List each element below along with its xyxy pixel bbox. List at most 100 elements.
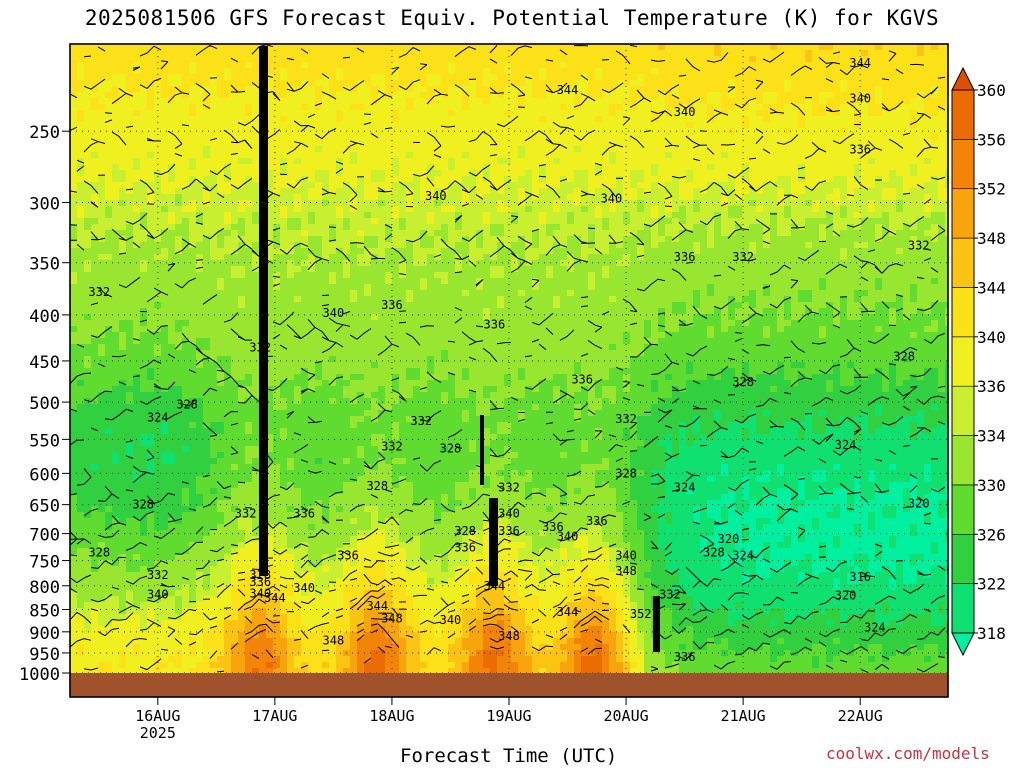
field-cell <box>266 380 274 387</box>
field-cell <box>301 404 309 411</box>
field-cell <box>175 362 183 369</box>
field-cell <box>350 476 358 483</box>
field-cell <box>399 278 407 285</box>
field-cell <box>210 602 218 609</box>
field-cell <box>210 266 218 273</box>
field-cell <box>175 620 183 627</box>
field-cell <box>112 440 120 447</box>
field-cell <box>119 572 127 579</box>
field-cell <box>245 626 253 633</box>
field-cell <box>245 500 253 507</box>
field-cell <box>147 278 155 285</box>
field-cell <box>329 122 337 129</box>
field-cell <box>364 446 372 453</box>
field-cell <box>154 242 162 249</box>
field-cell <box>77 80 85 87</box>
field-cell <box>91 44 99 51</box>
field-cell <box>210 158 218 165</box>
field-cell <box>133 92 141 99</box>
field-cell <box>245 608 253 615</box>
field-cell <box>140 380 148 387</box>
field-cell <box>126 44 134 51</box>
field-cell <box>161 128 169 135</box>
field-cell <box>84 566 92 573</box>
field-cell <box>147 212 155 219</box>
field-cell <box>371 242 379 249</box>
field-cell <box>224 356 232 363</box>
field-cell <box>77 392 85 399</box>
field-cell <box>301 584 309 591</box>
field-cell <box>245 116 253 123</box>
field-cell <box>210 116 218 123</box>
field-cell <box>119 284 127 291</box>
field-cell <box>133 206 141 213</box>
field-cell <box>329 494 337 501</box>
field-cell <box>231 218 239 225</box>
field-cell <box>273 218 281 225</box>
field-cell <box>168 512 176 519</box>
field-cell <box>287 476 295 483</box>
field-cell <box>70 458 78 465</box>
field-cell <box>357 194 365 201</box>
field-cell <box>105 236 113 243</box>
field-cell <box>70 428 78 435</box>
field-cell <box>126 554 134 561</box>
field-cell <box>392 176 400 183</box>
field-cell <box>133 62 141 69</box>
field-cell <box>266 386 274 393</box>
field-cell <box>315 632 323 639</box>
field-cell <box>161 542 169 549</box>
field-cell <box>140 596 148 603</box>
field-cell <box>385 476 393 483</box>
field-cell <box>238 626 246 633</box>
field-cell <box>175 392 183 399</box>
field-cell <box>91 110 99 117</box>
field-cell <box>385 332 393 339</box>
field-cell <box>231 500 239 507</box>
field-cell <box>175 668 183 674</box>
field-cell <box>371 512 379 519</box>
field-cell <box>315 68 323 75</box>
field-cell <box>392 656 400 663</box>
field-cell <box>168 128 176 135</box>
field-cell <box>175 578 183 585</box>
field-cell <box>203 416 211 423</box>
field-cell <box>140 356 148 363</box>
field-cell <box>385 134 393 141</box>
field-cell <box>238 566 246 573</box>
field-cell <box>245 296 253 303</box>
field-cell <box>203 302 211 309</box>
field-cell <box>112 344 120 351</box>
field-cell <box>196 620 204 627</box>
field-cell <box>343 308 351 315</box>
field-cell <box>294 68 302 75</box>
field-cell <box>168 398 176 405</box>
field-cell <box>189 602 197 609</box>
field-cell <box>238 122 246 129</box>
field-cell <box>294 428 302 435</box>
field-cell <box>273 350 281 357</box>
field-cell <box>238 248 246 255</box>
field-cell <box>77 332 85 339</box>
field-cell <box>273 338 281 345</box>
field-cell <box>161 98 169 105</box>
field-cell <box>336 230 344 237</box>
field-cell <box>147 110 155 117</box>
field-cell <box>133 350 141 357</box>
field-cell <box>322 428 330 435</box>
field-cell <box>322 110 330 117</box>
field-cell <box>357 56 365 63</box>
field-cell <box>105 590 113 597</box>
field-cell <box>105 92 113 99</box>
field-cell <box>119 536 127 543</box>
field-cell <box>154 278 162 285</box>
field-cell <box>70 128 78 135</box>
field-cell <box>175 98 183 105</box>
field-cell <box>280 554 288 561</box>
field-cell <box>154 572 162 579</box>
field-cell <box>266 278 274 285</box>
field-cell <box>238 314 246 321</box>
field-cell <box>315 206 323 213</box>
field-cell <box>196 416 204 423</box>
field-cell <box>217 200 225 207</box>
